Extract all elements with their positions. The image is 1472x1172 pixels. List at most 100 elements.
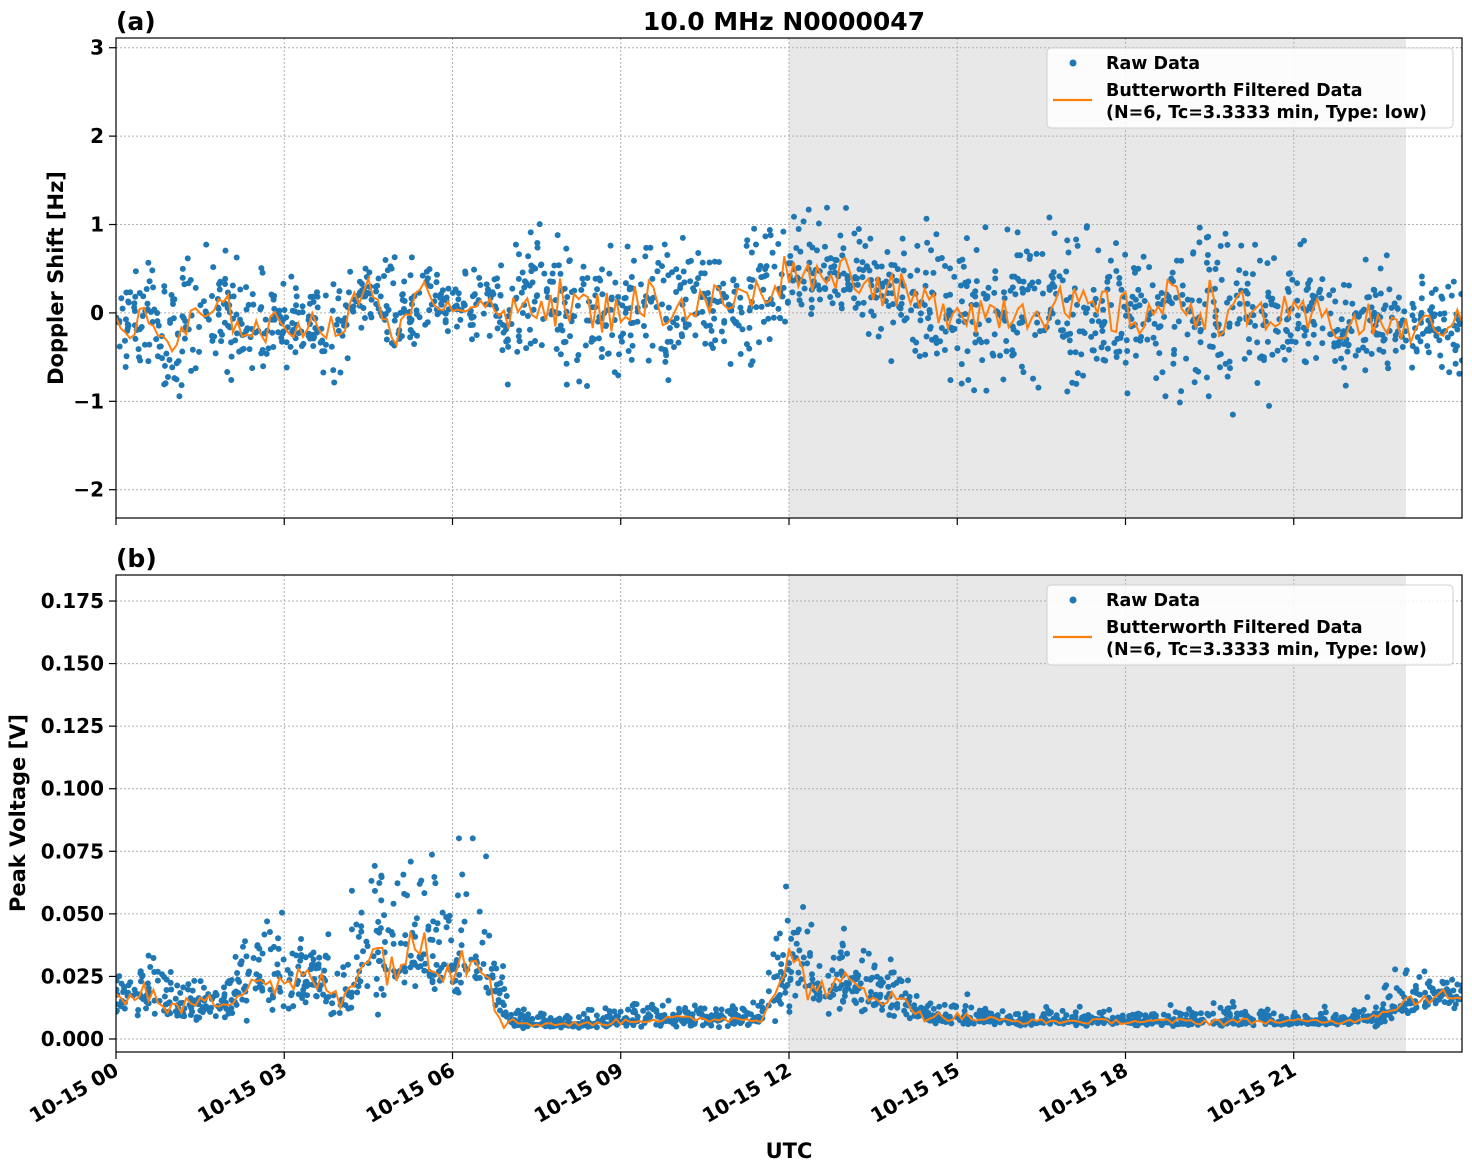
- raw-data-point: [1441, 999, 1448, 1006]
- raw-data-point: [1124, 390, 1131, 397]
- raw-data-point: [1395, 294, 1402, 301]
- raw-data-point: [762, 233, 769, 240]
- raw-data-point: [1132, 352, 1139, 359]
- raw-data-point: [254, 943, 261, 950]
- raw-data-point: [285, 1005, 292, 1012]
- raw-data-point: [786, 1008, 793, 1015]
- raw-data-point: [770, 951, 777, 958]
- raw-data-point: [366, 269, 373, 276]
- raw-data-point: [829, 300, 836, 307]
- raw-data-point: [808, 311, 815, 318]
- raw-data-point: [658, 345, 665, 352]
- raw-data-point: [845, 281, 852, 288]
- raw-data-point: [852, 304, 859, 311]
- raw-data-point: [1364, 994, 1371, 1001]
- raw-data-point: [1270, 1010, 1277, 1017]
- raw-data-point: [256, 973, 263, 980]
- raw-data-point: [451, 303, 458, 310]
- raw-data-point: [816, 962, 823, 969]
- raw-data-point: [189, 987, 196, 994]
- raw-data-point: [453, 323, 460, 330]
- raw-data-point: [455, 296, 462, 303]
- legend-raw-label: Raw Data: [1106, 54, 1200, 74]
- raw-data-point: [548, 278, 555, 285]
- raw-data-point: [1059, 277, 1066, 284]
- raw-data-point: [127, 289, 134, 296]
- raw-data-point: [1014, 252, 1021, 259]
- raw-data-point: [750, 999, 757, 1006]
- raw-data-point: [144, 300, 151, 307]
- raw-data-point: [1436, 996, 1443, 1003]
- raw-data-point: [121, 1005, 128, 1012]
- raw-data-point: [991, 289, 998, 296]
- raw-data-point: [1224, 241, 1231, 248]
- raw-data-point: [233, 1001, 240, 1008]
- raw-data-point: [1287, 332, 1294, 339]
- raw-data-point: [924, 239, 931, 246]
- raw-data-point: [527, 340, 534, 347]
- raw-data-point: [769, 249, 776, 256]
- raw-data-point: [140, 293, 147, 300]
- raw-data-point: [888, 358, 895, 365]
- legend: Raw Data Butterworth Filtered Data(N=6, T…: [1046, 47, 1454, 129]
- y-tick-label: 0.125: [41, 714, 104, 738]
- raw-data-point: [685, 1017, 692, 1024]
- raw-data-point: [752, 241, 759, 248]
- legend-filtered-label: Butterworth Filtered Data: [1106, 618, 1363, 638]
- raw-data-point: [336, 1010, 343, 1017]
- raw-data-point: [161, 283, 168, 290]
- raw-data-point: [965, 376, 972, 383]
- raw-data-point: [776, 314, 783, 321]
- raw-data-point: [1418, 273, 1425, 280]
- raw-data-point: [1326, 291, 1333, 298]
- raw-data-point: [300, 991, 307, 998]
- raw-data-point: [1072, 349, 1079, 356]
- raw-data-point: [443, 914, 450, 921]
- raw-data-point: [154, 968, 161, 975]
- raw-data-point: [265, 345, 272, 352]
- raw-data-point: [1211, 285, 1218, 292]
- y-tick-label: 0.100: [41, 777, 104, 801]
- raw-data-point: [647, 1013, 654, 1020]
- raw-data-point: [983, 387, 990, 394]
- raw-data-point: [520, 1006, 527, 1013]
- raw-data-point: [1458, 982, 1462, 989]
- raw-data-point: [1159, 369, 1166, 376]
- raw-data-point: [1085, 1014, 1092, 1021]
- raw-data-point: [1131, 269, 1138, 276]
- raw-data-point: [243, 953, 250, 960]
- raw-data-point: [867, 235, 874, 242]
- raw-data-point: [335, 295, 342, 302]
- raw-data-point: [1033, 1020, 1040, 1027]
- raw-data-point: [1104, 278, 1111, 285]
- raw-data-point: [224, 368, 231, 375]
- filtered-data-line: [116, 931, 1462, 1030]
- raw-data-point: [933, 350, 940, 357]
- raw-data-point: [624, 243, 631, 250]
- raw-data-point: [1226, 320, 1233, 327]
- raw-data-point: [401, 297, 408, 304]
- raw-data-point: [1031, 285, 1038, 292]
- raw-data-point: [1352, 352, 1359, 359]
- raw-data-point: [483, 984, 490, 991]
- raw-data-point: [877, 991, 884, 998]
- raw-data-point: [217, 278, 224, 285]
- raw-data-point: [997, 352, 1004, 359]
- raw-data-point: [462, 270, 469, 277]
- raw-data-point: [855, 300, 862, 307]
- raw-data-point: [1452, 360, 1459, 367]
- raw-data-point: [827, 994, 834, 1001]
- raw-data-point: [518, 289, 525, 296]
- raw-data-point: [378, 897, 385, 904]
- raw-data-point: [1176, 399, 1183, 406]
- raw-data-point: [1264, 260, 1271, 267]
- raw-data-point: [851, 230, 858, 237]
- raw-data-point: [855, 226, 862, 233]
- raw-data-point: [1184, 331, 1191, 338]
- raw-data-point: [233, 311, 240, 318]
- raw-data-point: [725, 301, 732, 308]
- raw-data-point: [926, 309, 933, 316]
- raw-data-point: [354, 989, 361, 996]
- raw-data-point: [1183, 1011, 1190, 1018]
- raw-data-point: [348, 887, 355, 894]
